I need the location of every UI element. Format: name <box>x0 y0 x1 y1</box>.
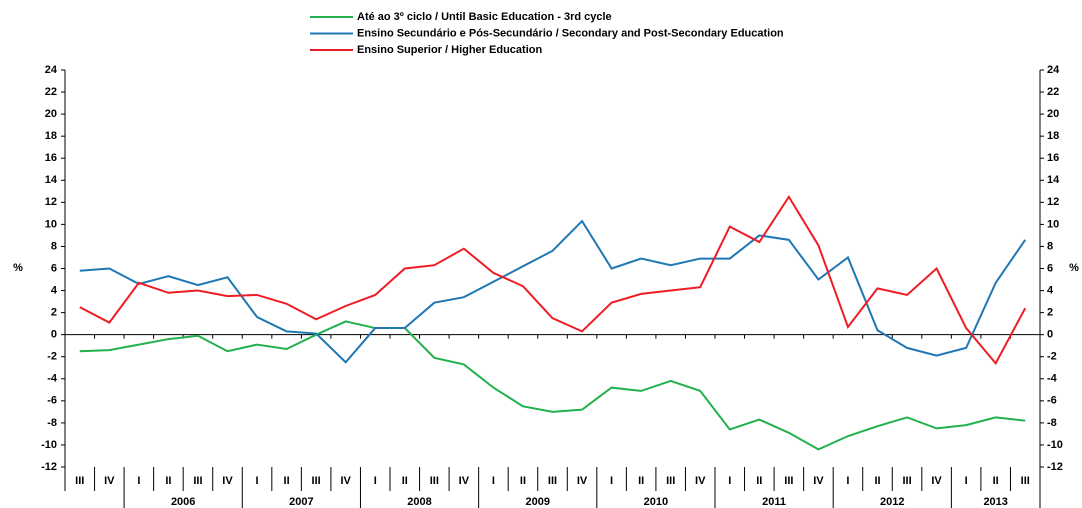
y2-tick-label: 14 <box>1047 174 1060 186</box>
y-tick-label: -2 <box>47 351 57 363</box>
year-label: 2013 <box>983 496 1007 508</box>
x-tick-label: IV <box>813 475 824 487</box>
x-tick-label: III <box>75 475 84 487</box>
y2-tick-label: -12 <box>1047 461 1063 473</box>
x-tick-label: IV <box>340 475 351 487</box>
y-tick-label: 14 <box>45 174 58 186</box>
x-tick-label: IV <box>577 475 588 487</box>
y-tick-label: 2 <box>51 307 57 319</box>
x-tick-label: II <box>993 475 999 487</box>
y-tick-label: 20 <box>45 108 57 120</box>
series-line <box>79 320 1026 451</box>
y-tick-label: 18 <box>45 130 57 142</box>
x-tick-label: I <box>728 475 731 487</box>
y2-tick-label: -6 <box>1047 395 1057 407</box>
x-tick-label: I <box>374 475 377 487</box>
y-tick-label: 22 <box>45 86 57 98</box>
x-tick-label: I <box>846 475 849 487</box>
y-tick-label: 24 <box>45 64 58 76</box>
x-tick-label: I <box>137 475 140 487</box>
y2-tick-label: 2 <box>1047 307 1053 319</box>
x-tick-label: II <box>638 475 644 487</box>
x-tick-label: IV <box>695 475 706 487</box>
y-tick-label: 6 <box>51 262 57 274</box>
x-tick-label: I <box>965 475 968 487</box>
y2-tick-label: 18 <box>1047 130 1059 142</box>
x-tick-label: I <box>256 475 259 487</box>
x-tick-label: I <box>492 475 495 487</box>
year-label: 2006 <box>171 496 195 508</box>
x-tick-label: III <box>902 475 911 487</box>
y-tick-label: 10 <box>45 218 57 230</box>
y-tick-label: -4 <box>47 373 58 385</box>
y-tick-label: -12 <box>41 461 57 473</box>
x-tick-label: II <box>284 475 290 487</box>
y2-tick-label: -2 <box>1047 351 1057 363</box>
y-tick-label: -6 <box>47 395 57 407</box>
y2-axis-label: % <box>1069 262 1079 274</box>
x-tick-label: IV <box>931 475 942 487</box>
x-tick-label: II <box>165 475 171 487</box>
y2-tick-label: 8 <box>1047 240 1053 252</box>
y-tick-label: 8 <box>51 240 57 252</box>
year-label: 2007 <box>289 496 313 508</box>
y2-tick-label: 16 <box>1047 152 1059 164</box>
y-tick-label: -10 <box>41 439 57 451</box>
series-line <box>79 219 1027 364</box>
x-tick-label: IV <box>459 475 470 487</box>
y-tick-label: 12 <box>45 196 57 208</box>
x-tick-label: IV <box>222 475 233 487</box>
x-tick-label: III <box>784 475 793 487</box>
y2-tick-label: 6 <box>1047 262 1053 274</box>
x-tick-label: III <box>666 475 675 487</box>
x-tick-label: II <box>520 475 526 487</box>
x-tick-label: II <box>402 475 408 487</box>
year-label: 2012 <box>880 496 904 508</box>
x-tick-label: II <box>756 475 762 487</box>
y2-tick-label: 24 <box>1047 64 1060 76</box>
y2-tick-label: 20 <box>1047 108 1059 120</box>
y2-tick-label: -4 <box>1047 373 1058 385</box>
y2-tick-label: 4 <box>1047 284 1054 296</box>
legend-label: Ensino Secundário e Pós-Secundário / Sec… <box>357 27 784 39</box>
x-tick-label: III <box>430 475 439 487</box>
legend-label: Ensino Superior / Higher Education <box>357 44 542 56</box>
y-tick-label: 16 <box>45 152 57 164</box>
y-tick-label: -8 <box>47 417 57 429</box>
x-tick-label: III <box>548 475 557 487</box>
series-line <box>79 194 1027 366</box>
y2-tick-label: 0 <box>1047 329 1053 341</box>
y-tick-label: 4 <box>51 284 58 296</box>
y2-tick-label: -8 <box>1047 417 1057 429</box>
x-tick-label: III <box>312 475 321 487</box>
year-label: 2011 <box>762 496 786 508</box>
x-tick-label: I <box>610 475 613 487</box>
y2-tick-label: -10 <box>1047 439 1063 451</box>
x-tick-label: II <box>874 475 880 487</box>
y2-tick-label: 22 <box>1047 86 1059 98</box>
x-tick-label: III <box>193 475 202 487</box>
year-label: 2009 <box>525 496 549 508</box>
y2-tick-label: 12 <box>1047 196 1059 208</box>
x-tick-label: III <box>1021 475 1030 487</box>
x-tick-label: IV <box>104 475 115 487</box>
year-label: 2010 <box>644 496 668 508</box>
y2-tick-label: 10 <box>1047 218 1059 230</box>
year-label: 2008 <box>407 496 431 508</box>
y-tick-label: 0 <box>51 329 57 341</box>
legend-label: Até ao 3º ciclo / Until Basic Education … <box>357 11 612 23</box>
y-axis-label: % <box>13 262 23 274</box>
